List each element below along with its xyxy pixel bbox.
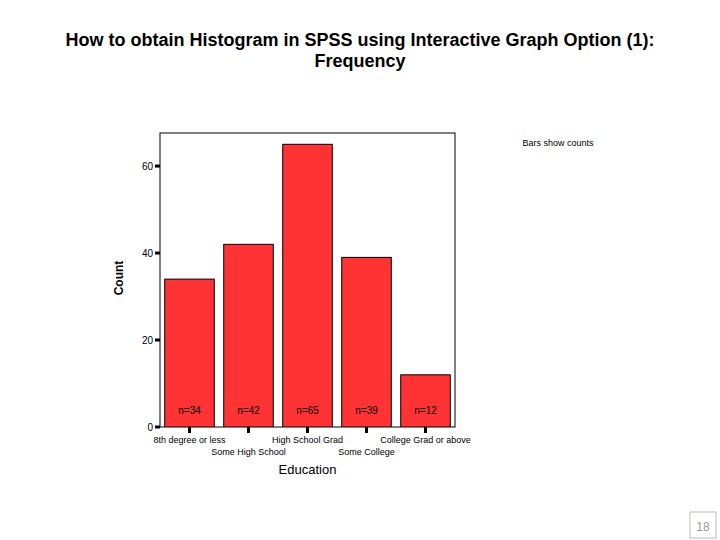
bar — [342, 257, 392, 427]
y-tick — [155, 165, 160, 168]
x-tick-label: 8th degree or less — [153, 435, 226, 445]
y-tick-label: 40 — [142, 248, 154, 259]
data-label: n=65 — [296, 405, 319, 416]
x-axis-label: Education — [279, 462, 337, 477]
y-tick — [155, 252, 160, 255]
title: How to obtain Histogram in SPSS using In… — [30, 30, 690, 72]
page-number: 18 — [696, 520, 710, 534]
y-tick — [155, 339, 160, 342]
bar — [401, 375, 451, 427]
x-tick — [365, 427, 368, 433]
data-label: n=34 — [178, 405, 201, 416]
chart: n=34 n=42 n=65 n=39 n=12 0 20 40 60 8th degree or… — [0, 0, 720, 540]
x-tick-label: College Grad or above — [380, 435, 471, 445]
x-tick-label: Some High School — [211, 447, 286, 457]
annotation: Bars show counts — [522, 138, 594, 148]
y-tick-label: 20 — [142, 335, 154, 346]
bars — [165, 144, 451, 427]
data-label: n=12 — [414, 405, 437, 416]
y-tick-label: 0 — [147, 422, 153, 433]
page-number-box — [690, 512, 716, 538]
y-tick-label: 60 — [142, 161, 154, 172]
x-tick-label: High School Grad — [272, 435, 343, 445]
data-label: n=42 — [237, 405, 260, 416]
x-tick — [306, 427, 309, 433]
bar — [224, 244, 274, 427]
data-label: n=39 — [355, 405, 378, 416]
x-tick — [424, 427, 427, 433]
bar — [165, 279, 215, 427]
plot-frame — [160, 133, 455, 427]
x-tick — [188, 427, 191, 433]
bar — [283, 144, 333, 427]
y-tick — [155, 426, 160, 429]
x-tick-label: Some College — [338, 447, 395, 457]
y-axis-label: Count — [112, 261, 126, 296]
x-tick — [247, 427, 250, 433]
